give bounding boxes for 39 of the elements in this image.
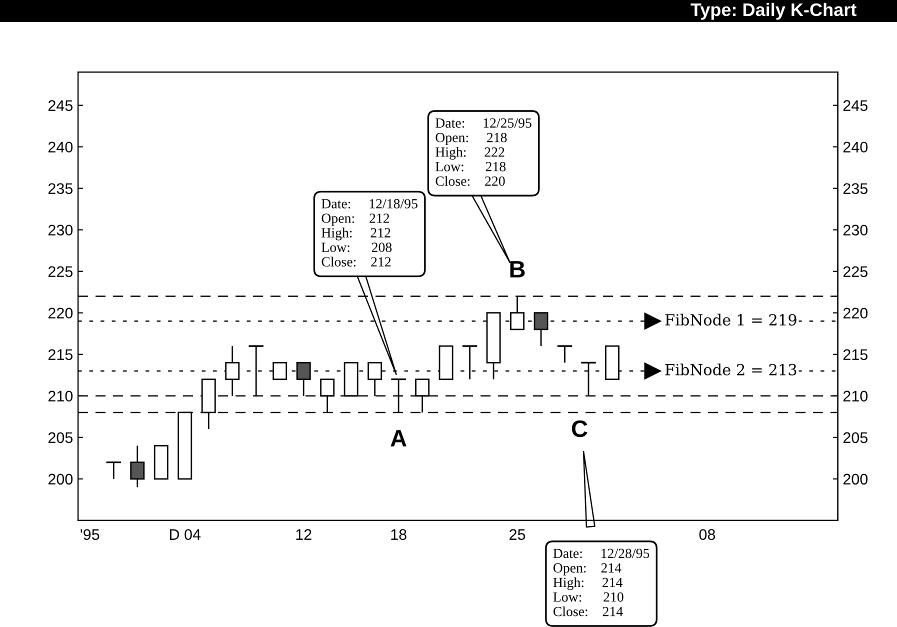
x-tick-label: 12 [296,529,312,540]
y2-tick-label: 205 [843,432,868,444]
text: Date: 12/28/95 Open: 214 High: 214 Low: 210 Close: 214 [553,548,650,616]
y-tick-label: 205 [48,432,73,444]
x-tick-label: '95 [80,529,100,540]
y-tick-label: 235 [48,183,73,194]
annotation: B [510,261,525,278]
y2-tick-label: 210 [843,390,868,402]
candlestick [557,345,572,364]
x-tick-label: 18 [391,529,406,540]
candlestick [534,312,548,347]
annotation: Date: 12/25/95 Open: 218 High: 222 Low: 218 Close: 220 [436,118,532,186]
x-tick-label: D 04 [170,529,201,540]
y-tick-label: 220 [48,308,73,319]
x-tick-label: 08 [699,529,716,540]
y2-tick-label: 225 [843,266,868,278]
annotation: Date: 12/18/95 Open: 212 High: 212 Low: 208 Close: 212 [322,199,418,267]
y2-tick-label: 215 [843,349,868,360]
y2-tick-label: 230 [843,224,868,236]
y-tick-label: 210 [48,390,73,402]
x-tick-label: 25 [510,529,526,540]
y-tick-label: 230 [48,224,73,236]
ref-line-label: FibNode 2 = 213 [665,364,796,376]
chart-title: Type: Daily K-Chart [690,2,856,20]
candlestick [106,461,122,480]
annotation: A [390,430,406,446]
y-tick-label: 245 [48,100,73,111]
y2-tick-label: 200 [843,474,868,485]
y-tick-label: 215 [48,349,73,360]
y2-tick-label: 220 [843,308,868,319]
candlestick [130,444,145,488]
y2-tick-label: 245 [843,100,868,111]
ref-line-label: FibNode 1 = 219 [665,314,796,326]
y2-tick-label: 240 [843,142,868,153]
y-tick-label: 240 [48,142,73,153]
y2-tick-label: 235 [843,183,868,194]
y-tick-label: 200 [48,474,73,485]
annotation: C [572,420,588,438]
y-tick-label: 225 [48,266,73,278]
